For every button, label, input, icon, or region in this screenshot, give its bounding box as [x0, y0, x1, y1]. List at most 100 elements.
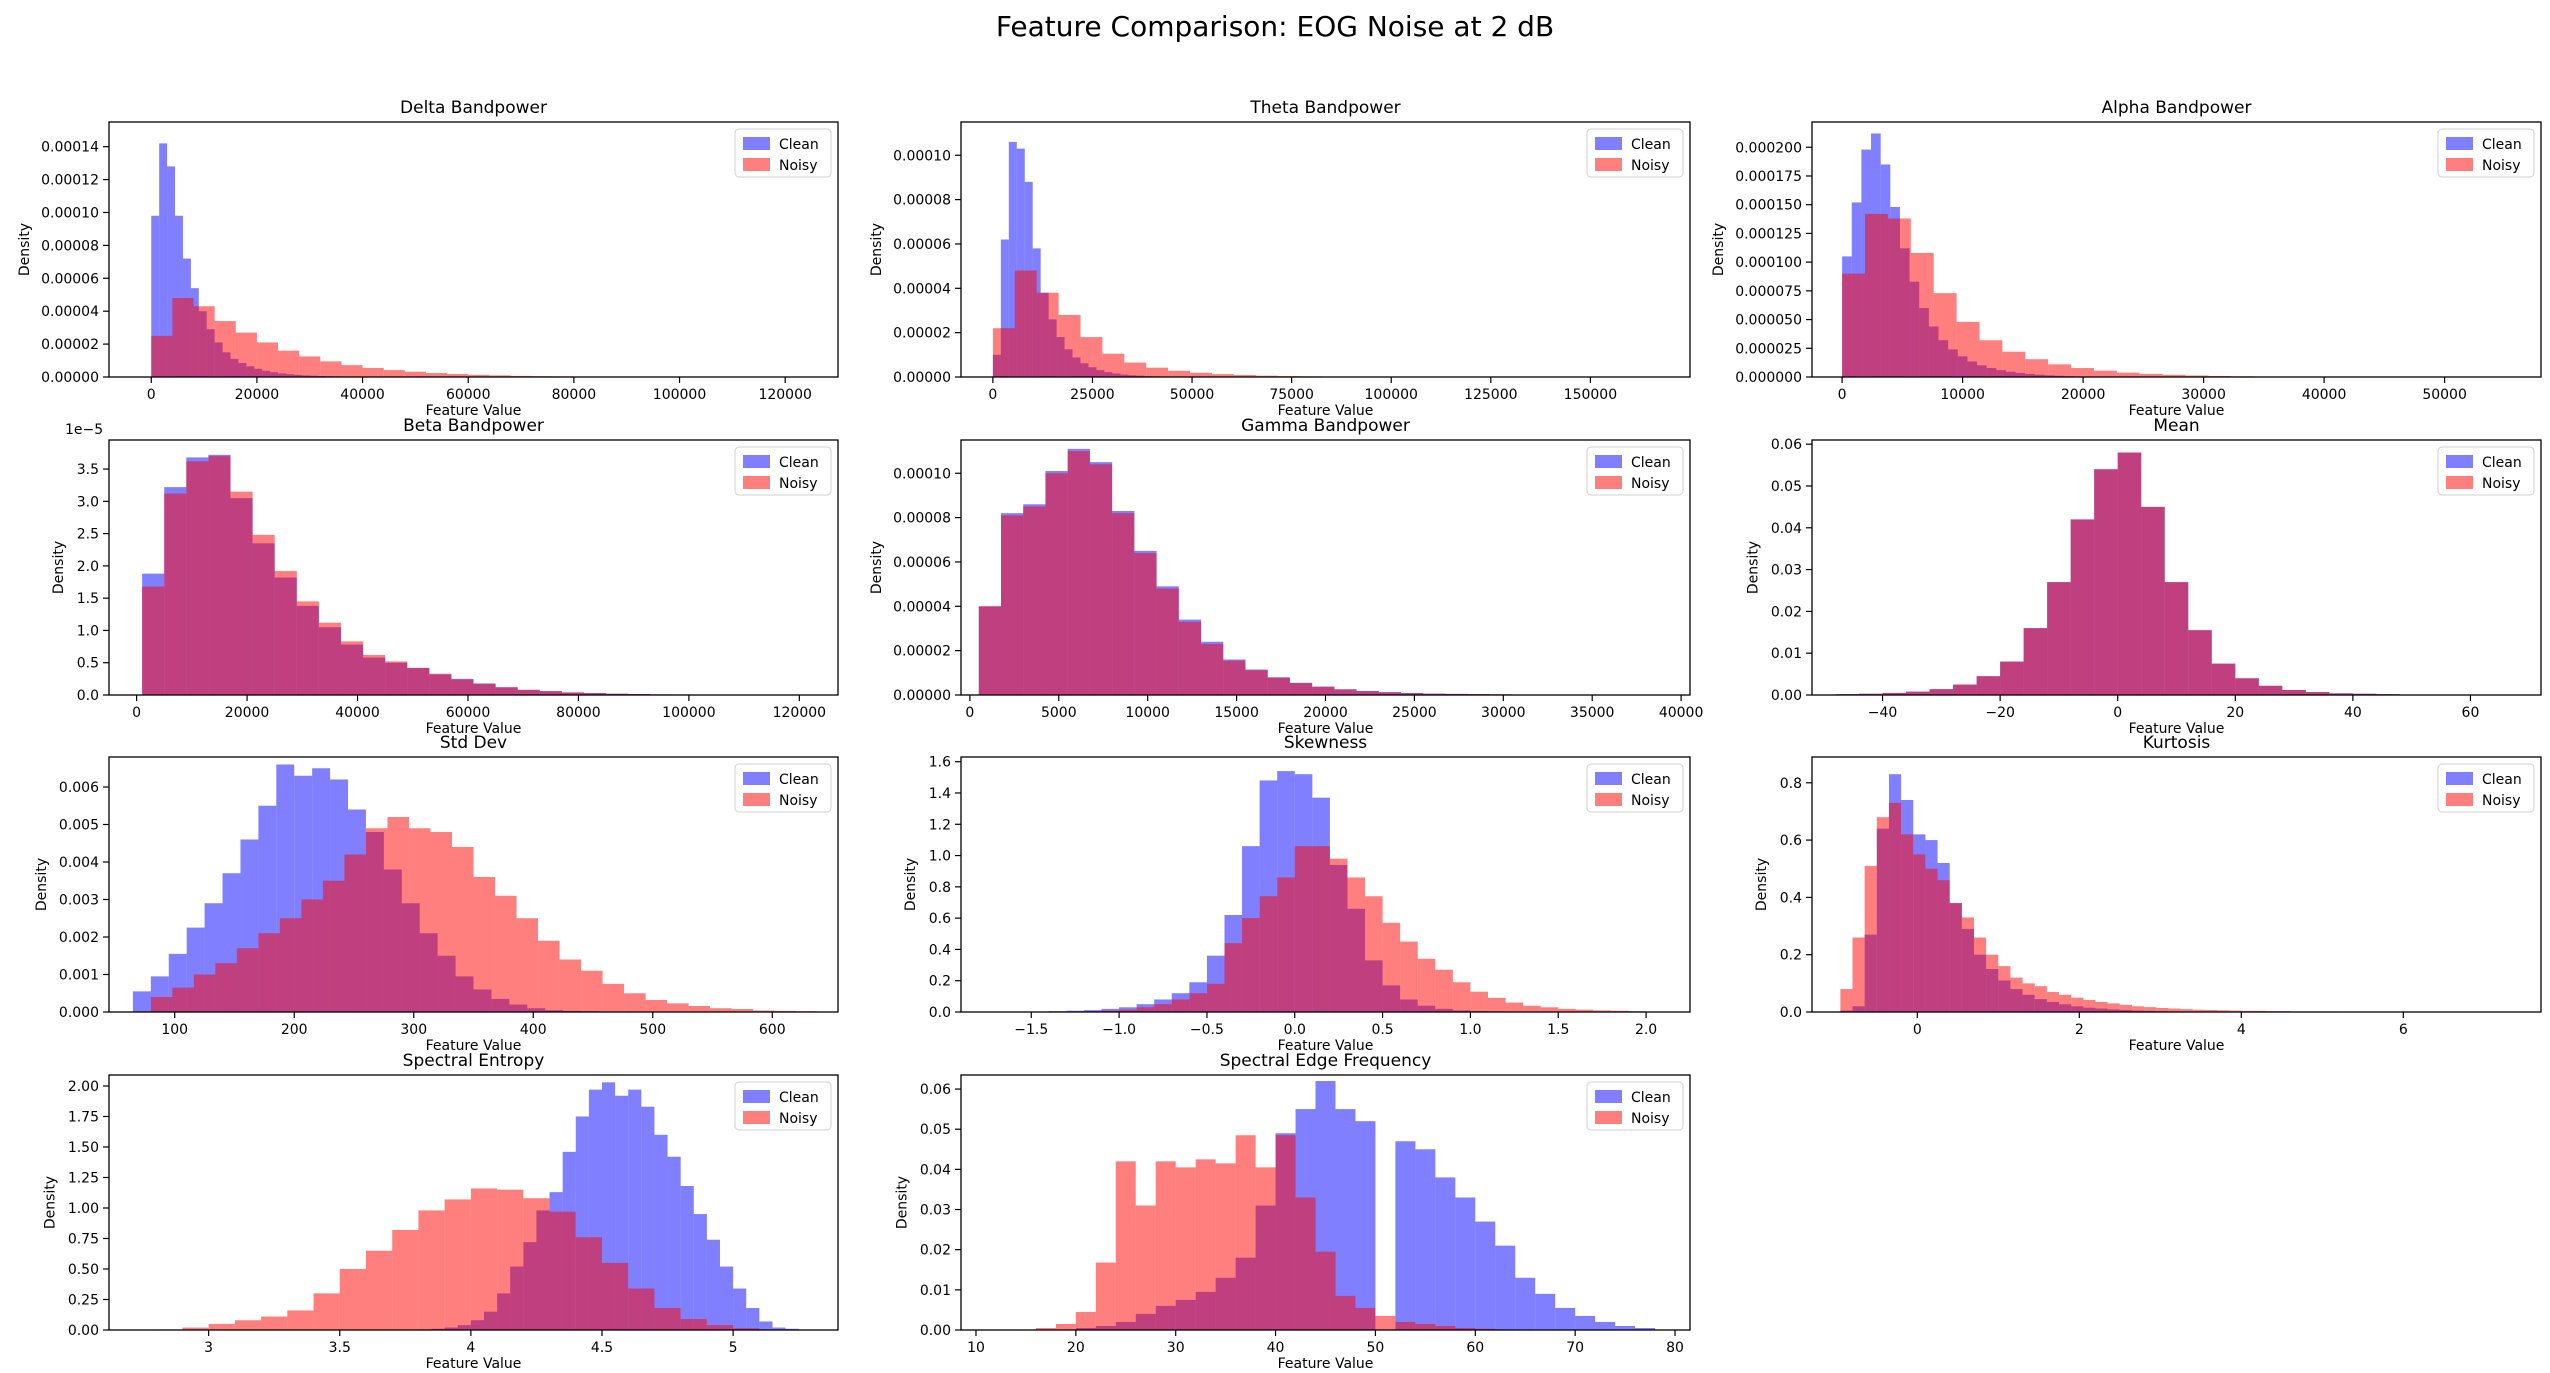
histogram-bar [645, 1000, 668, 1012]
histogram-bar [1224, 943, 1243, 1012]
histogram-bar [159, 143, 168, 377]
histogram-bar [1852, 937, 1865, 1012]
histogram-bar [731, 1009, 754, 1012]
histogram-bar [1016, 148, 1025, 377]
histogram-bar [473, 684, 496, 695]
y-tick-label: 0.50 [68, 1262, 99, 1278]
histogram-bar [2139, 373, 2163, 377]
y-tick-label: 0.02 [920, 1243, 951, 1259]
x-tick-label: 25000 [1392, 705, 1437, 721]
histogram-bar [193, 974, 216, 1012]
legend-label-clean: Clean [779, 137, 819, 153]
x-axis-label: Feature Value [2129, 1038, 2225, 1054]
histogram-bar [628, 1089, 642, 1330]
histogram-bar [1906, 691, 1930, 695]
y-tick-label: 0.000 [59, 1005, 99, 1021]
histogram-bar [1223, 660, 1246, 695]
axes-frame [1811, 439, 2542, 696]
histogram-bar [208, 456, 231, 695]
subplot-3: 0 10000 20000 30000 40000 50000 0.000000 0.0000… [1711, 98, 2542, 419]
x-tick-label: 5 [729, 1340, 738, 1356]
histogram-bar [387, 817, 409, 1012]
subplot-title: Beta Bandpower [403, 416, 544, 436]
y-tick-label: 0.00004 [893, 599, 951, 615]
legend-label-clean: Clean [1631, 137, 1671, 153]
histogram-bar [1255, 375, 1278, 377]
y-tick-label: 0.00004 [893, 281, 951, 297]
legend-label-noisy: Noisy [779, 476, 818, 492]
y-tick-label: 0.6 [929, 911, 951, 927]
histogram-bar [680, 1186, 694, 1330]
histogram-bar [1382, 922, 1401, 1012]
histogram-bar [1095, 1262, 1116, 1330]
histogram-bar [539, 691, 562, 695]
y-tick-label: 0.00002 [41, 337, 99, 353]
histogram-bar [425, 373, 448, 377]
y-tick-label: 1.4 [929, 786, 951, 802]
axes-frame [1811, 756, 2542, 1013]
y-tick-label: 1.0 [77, 623, 99, 639]
y-tick-label: 0.00008 [41, 238, 99, 254]
y-tick-label: 0.05 [920, 1122, 951, 1138]
histogram-bar [1913, 854, 1926, 1012]
x-tick-label: 10000 [1940, 387, 1985, 403]
x-tick-label: 120000 [773, 705, 826, 721]
histogram-bar [654, 1308, 681, 1330]
legend-swatch-noisy [2446, 158, 2473, 171]
histogram-bar [733, 1288, 747, 1330]
x-tick-label: 35000 [1570, 705, 1615, 721]
histogram-bar [1401, 693, 1424, 695]
histogram-bar [561, 692, 584, 695]
x-tick-label: 30000 [2181, 387, 2226, 403]
y-tick-label: 0.5 [77, 656, 99, 672]
histogram-bar [1089, 464, 1113, 695]
histogram-bar [1378, 692, 1402, 695]
histogram-bar [365, 828, 388, 1012]
x-tick-label: 200 [281, 1022, 308, 1038]
histogram-bar [418, 1210, 445, 1330]
legend-label-clean: Clean [779, 1090, 819, 1106]
legend: Clean Noisy [2437, 128, 2535, 178]
x-tick-label: 100000 [653, 387, 706, 403]
axes-frame [108, 1074, 839, 1331]
axes-frame [108, 439, 839, 696]
x-axis-label: Feature Value [1278, 721, 1374, 737]
y-tick-label: 0.04 [920, 1162, 951, 1178]
y-tick-label: 0.00004 [41, 304, 99, 320]
histogram-bar [1036, 292, 1059, 377]
histogram-bar [1435, 1177, 1456, 1330]
histogram-bar [1294, 846, 1313, 1012]
x-tick-label: 40 [1267, 1340, 1285, 1356]
x-tick-label: 100 [161, 1022, 188, 1038]
x-tick-label: 150000 [1564, 387, 1617, 403]
noisy-histogram-series [1840, 802, 2460, 1012]
legend-swatch-noisy [1595, 1111, 1622, 1124]
x-tick-label: 100000 [1365, 387, 1418, 403]
noisy-histogram-series [151, 298, 638, 377]
y-tick-label: 1.0 [929, 849, 951, 865]
x-tick-label: 1.0 [1459, 1022, 1481, 1038]
y-axis-label: Density [51, 541, 67, 594]
x-tick-label: 50 [1367, 1340, 1385, 1356]
x-tick-label: 0 [1838, 387, 1847, 403]
y-tick-label: 0.00010 [893, 466, 951, 482]
histogram-bar [164, 493, 187, 695]
histogram-bar [2094, 469, 2118, 695]
x-tick-label: 6 [2399, 1022, 2408, 1038]
y-tick-label: 0.000050 [1735, 313, 1802, 329]
y-tick-label: 0.000125 [1735, 226, 1802, 242]
y-tick-label: 0.00000 [41, 370, 99, 386]
y-tick-label: 0.01 [920, 1283, 951, 1299]
histogram-bar [559, 959, 582, 1012]
y-tick-label: 0.00002 [893, 326, 951, 342]
histogram-bar [1035, 1327, 1056, 1330]
x-tick-label: 400 [520, 1022, 547, 1038]
histogram-bar [1112, 513, 1135, 695]
x-tick-label: −40 [1868, 705, 1898, 721]
histogram-bar [1119, 1009, 1137, 1012]
x-tick-label: 4 [466, 1340, 475, 1356]
x-tick-label: 50000 [2422, 387, 2467, 403]
histogram-bar [2117, 452, 2142, 695]
subplot-title: Skewness [1284, 733, 1367, 753]
histogram-bar [1080, 337, 1103, 377]
